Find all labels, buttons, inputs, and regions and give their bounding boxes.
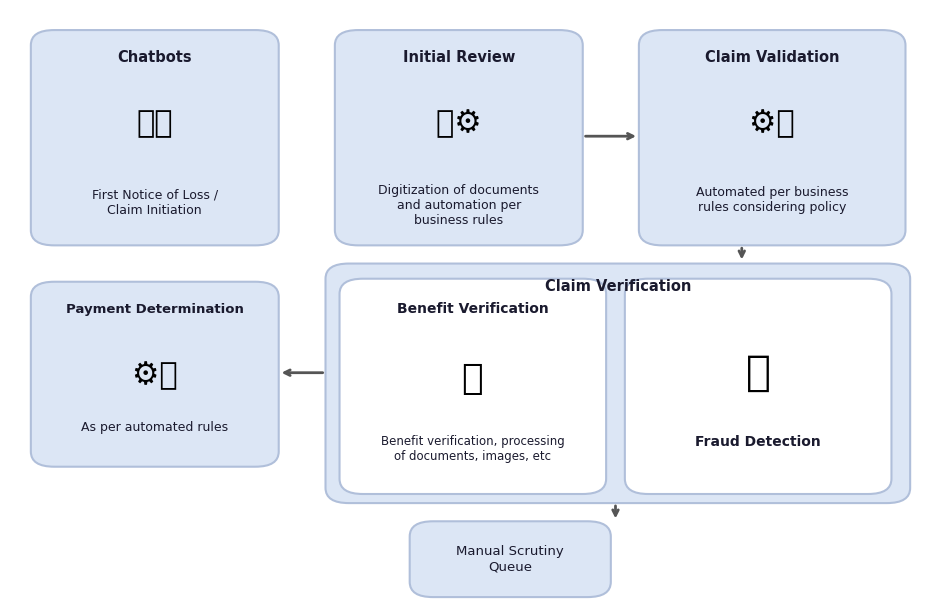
FancyBboxPatch shape bbox=[31, 30, 279, 245]
FancyBboxPatch shape bbox=[409, 521, 611, 597]
FancyBboxPatch shape bbox=[31, 282, 279, 467]
Text: First Notice of Loss /
Claim Initiation: First Notice of Loss / Claim Initiation bbox=[91, 189, 218, 217]
Text: 🕵️: 🕵️ bbox=[462, 362, 484, 396]
FancyBboxPatch shape bbox=[335, 30, 582, 245]
Text: As per automated rules: As per automated rules bbox=[81, 421, 229, 434]
Text: 🚨: 🚨 bbox=[745, 352, 771, 394]
Text: Fraud Detection: Fraud Detection bbox=[695, 436, 821, 449]
Text: 🖥️⚙️: 🖥️⚙️ bbox=[436, 110, 482, 138]
Text: Benefit Verification: Benefit Verification bbox=[397, 302, 549, 316]
Text: Automated per business
rules considering policy: Automated per business rules considering… bbox=[696, 186, 849, 214]
Text: Payment Determination: Payment Determination bbox=[66, 302, 244, 316]
Text: Digitization of documents
and automation per
business rules: Digitization of documents and automation… bbox=[378, 184, 539, 228]
Text: ⚙️🔁: ⚙️🔁 bbox=[132, 361, 178, 390]
FancyBboxPatch shape bbox=[639, 30, 905, 245]
Text: Chatbots: Chatbots bbox=[118, 50, 192, 65]
Text: Claim Verification: Claim Verification bbox=[545, 279, 691, 294]
Text: Claim Validation: Claim Validation bbox=[705, 50, 839, 65]
FancyBboxPatch shape bbox=[625, 278, 891, 494]
Text: Manual Scrutiny
Queue: Manual Scrutiny Queue bbox=[456, 545, 565, 573]
FancyBboxPatch shape bbox=[326, 264, 910, 503]
Text: 💬🤖: 💬🤖 bbox=[136, 110, 173, 138]
Text: Benefit verification, processing
of documents, images, etc: Benefit verification, processing of docu… bbox=[381, 435, 565, 463]
Text: Initial Review: Initial Review bbox=[403, 50, 515, 65]
FancyBboxPatch shape bbox=[340, 278, 606, 494]
Text: ⚙️🤝: ⚙️🤝 bbox=[749, 110, 795, 138]
